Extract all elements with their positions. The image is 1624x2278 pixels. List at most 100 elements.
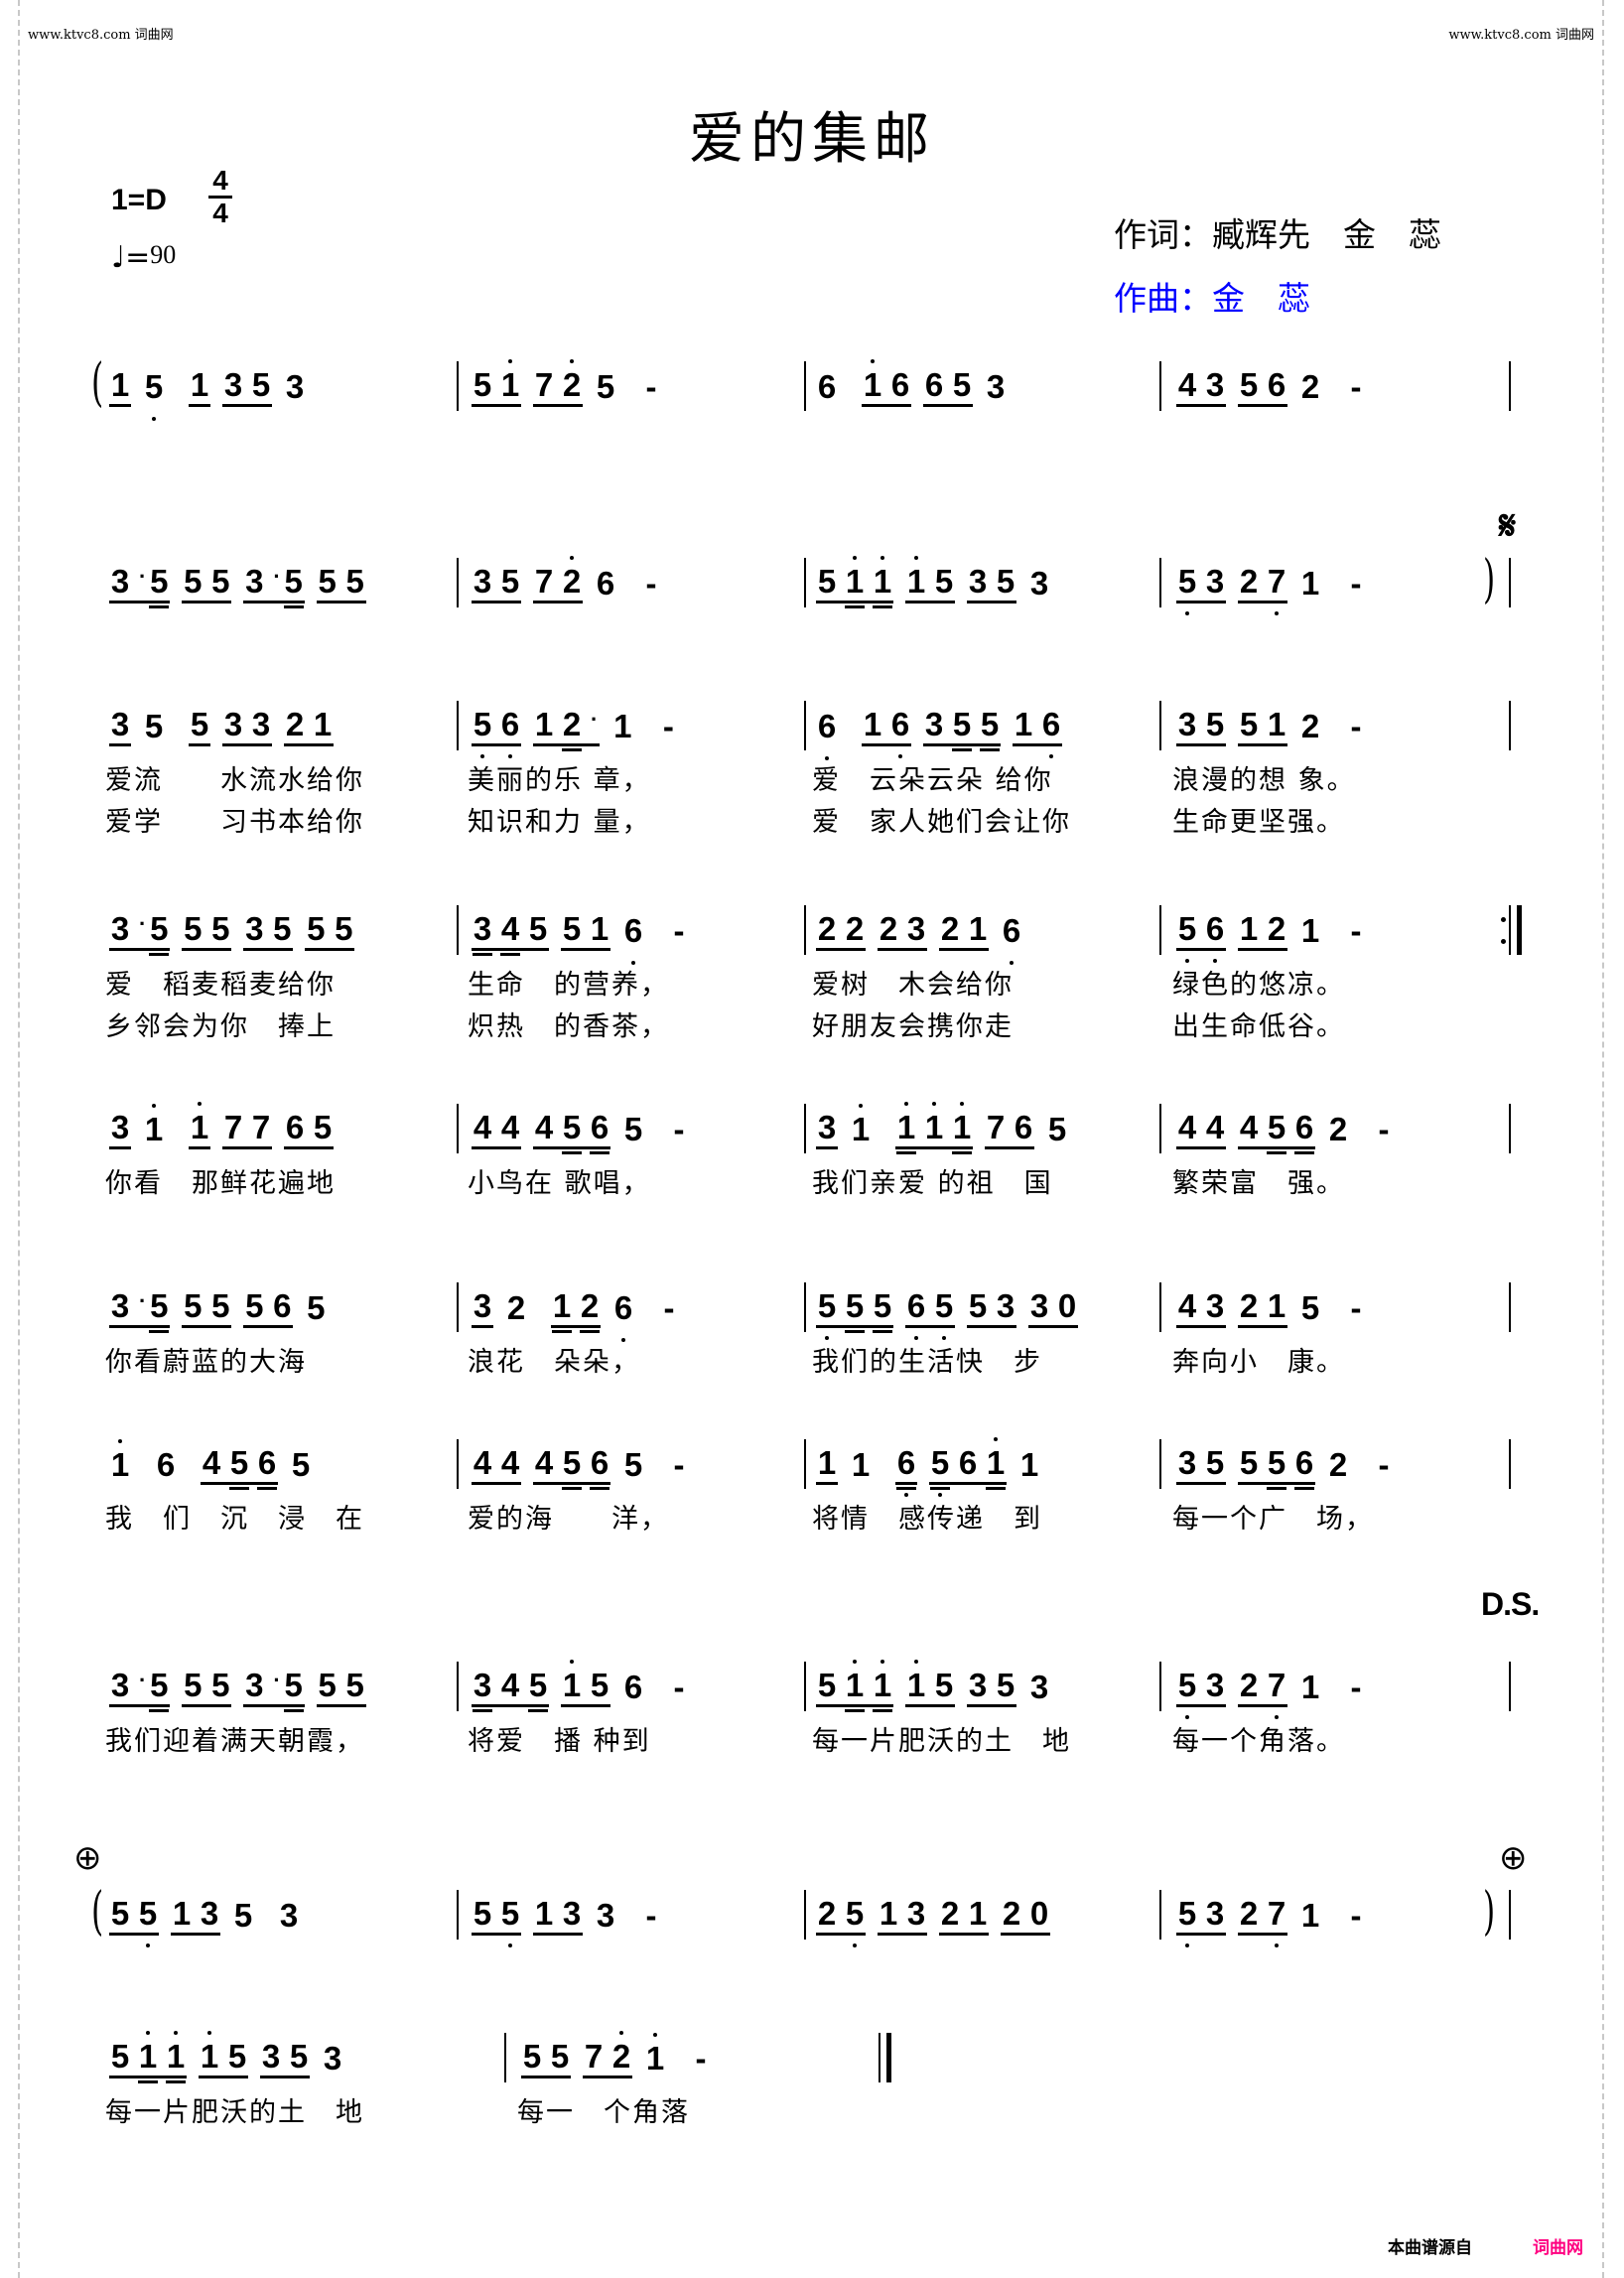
- note: 6: [623, 1669, 643, 1705]
- note: 1: [1300, 565, 1320, 602]
- low-octave-dot: [1275, 1943, 1279, 1947]
- note: 1: [872, 556, 893, 608]
- lyric-text: 乡邻会为你 捧上: [105, 1011, 336, 1042]
- low-octave-dot: [1213, 959, 1217, 963]
- note: 1: [872, 1660, 893, 1712]
- note: 3: [1205, 1667, 1225, 1703]
- note: 4: [500, 1109, 520, 1145]
- note: 3: [245, 1667, 264, 1703]
- note-wrap: 6: [622, 1670, 650, 1705]
- note-wrap: 1: [143, 1104, 171, 1147]
- note: 5: [137, 1896, 159, 1947]
- lyric-text: 我们迎着满天朝霞，: [105, 1726, 364, 1757]
- note: 2: [1002, 1895, 1021, 1932]
- note: 5: [528, 910, 548, 947]
- note-wrap: 1: [644, 2033, 672, 2077]
- note: 5: [211, 1667, 230, 1703]
- note: 5: [190, 706, 209, 742]
- note-wrap: 1: [109, 1439, 137, 1483]
- beamed-group: 3 · 5: [243, 1667, 305, 1712]
- barline: [457, 558, 459, 607]
- beamed-group: 3: [472, 1288, 493, 1328]
- low-octave-dot: [508, 754, 512, 758]
- barline: [804, 905, 806, 955]
- note: 6: [1204, 911, 1226, 963]
- note: 1: [1014, 706, 1033, 742]
- low-octave-dot: [825, 756, 829, 760]
- note: 5: [289, 2038, 309, 2075]
- note: 6: [890, 366, 910, 403]
- lyric-text: 爱流 水流水给你: [105, 765, 364, 796]
- high-octave-dot: [146, 2031, 150, 2035]
- note: 6: [273, 1287, 292, 1324]
- note-wrap: 5: [232, 1898, 260, 1934]
- beamed-group: 1: [189, 367, 210, 407]
- low-octave-dot: [904, 1493, 908, 1497]
- note: 5: [561, 1110, 583, 1154]
- repeat-dot: [1501, 917, 1506, 922]
- note: 2: [561, 359, 583, 403]
- note: 3: [924, 706, 944, 742]
- barline: [1509, 905, 1511, 955]
- note: 5: [211, 910, 230, 947]
- lyric-text: 你看 那鲜花遍地: [105, 1168, 336, 1199]
- note: 2: [1239, 1287, 1259, 1324]
- note: 5: [1239, 1444, 1259, 1481]
- time-signature: 4 4: [208, 167, 232, 227]
- note-wrap: -: [1345, 1670, 1373, 1705]
- barline: [457, 1282, 459, 1332]
- note: 5: [473, 1895, 492, 1932]
- note-wrap: -: [668, 1447, 696, 1483]
- note: 1: [985, 1437, 1007, 1490]
- double-underline: [149, 1709, 170, 1712]
- double-underline: [257, 1487, 277, 1490]
- lyric-text: 爱 云朵云朵 给你: [812, 765, 1053, 796]
- lyric-text: 每一片肥沃的土 地: [105, 2097, 364, 2128]
- note: 1: [313, 706, 333, 742]
- note-wrap: 5: [290, 1447, 318, 1483]
- repeat-dot: [1501, 939, 1506, 944]
- source-site-link[interactable]: 词曲网: [1533, 2238, 1583, 2258]
- double-underline: [562, 1487, 582, 1490]
- note: 2: [940, 910, 960, 947]
- note: 1: [879, 1895, 898, 1932]
- low-octave-dot: [146, 1943, 150, 1947]
- note: 1: [844, 1660, 866, 1712]
- note: 5: [1176, 1896, 1198, 1947]
- dash: -: [645, 565, 657, 602]
- note-wrap: 2: [1299, 709, 1327, 744]
- note: 6: [256, 1445, 278, 1490]
- key-signature: 1=D: [111, 184, 167, 216]
- note: 6: [1001, 913, 1022, 965]
- note: 5: [1176, 911, 1198, 963]
- note: 1: [143, 1104, 165, 1147]
- note: 3: [323, 2040, 342, 2077]
- barline: [804, 1890, 806, 1940]
- note: 0: [1057, 1287, 1077, 1324]
- note: 5: [550, 2038, 570, 2075]
- double-underline: [552, 1330, 572, 1333]
- lyric-text: 将爱 播 种到: [468, 1726, 651, 1757]
- barline: [1509, 1662, 1511, 1711]
- dash: -: [1350, 708, 1362, 744]
- note: 5: [148, 1288, 170, 1333]
- note: 3: [279, 1897, 299, 1934]
- note: 2: [845, 910, 865, 947]
- note-wrap: 2: [1299, 369, 1327, 405]
